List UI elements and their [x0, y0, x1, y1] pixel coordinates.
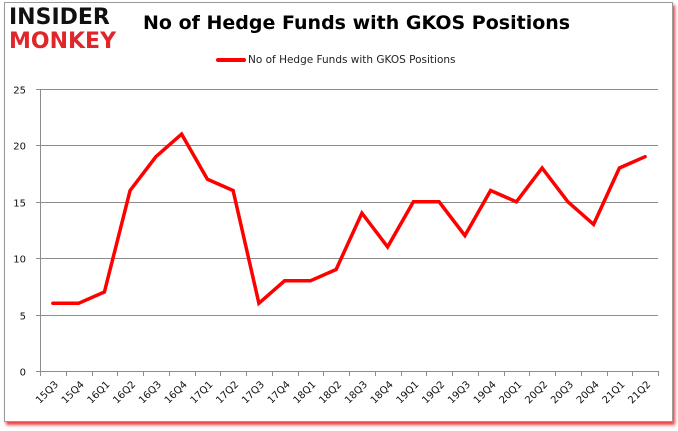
- x-tick-label: 15Q3: [34, 379, 61, 406]
- x-axis: 15Q315Q416Q116Q216Q316Q417Q117Q217Q317Q4…: [34, 371, 659, 406]
- x-tick-label: 20Q2: [523, 379, 550, 406]
- logo-line-2: MONKEY: [9, 29, 117, 54]
- chart-frame: [4, 2, 673, 422]
- x-tick-label: 19Q4: [472, 379, 499, 406]
- x-tick-label: 18Q4: [369, 379, 396, 406]
- x-tick-label: 18Q3: [343, 379, 370, 406]
- series-line: [51, 131, 647, 307]
- x-tick-label: 20Q1: [498, 379, 525, 406]
- x-tick-label: 15Q4: [60, 379, 87, 406]
- x-tick-label: 21Q1: [601, 379, 628, 406]
- x-tick-label: 21Q2: [626, 379, 653, 406]
- y-tick-label: 20: [13, 142, 26, 153]
- y-tick-label: 25: [13, 86, 26, 97]
- x-tick-label: 19Q2: [420, 379, 447, 406]
- x-tick-label: 17Q1: [189, 379, 216, 406]
- data-series: [51, 131, 647, 307]
- x-tick-label: 19Q3: [446, 379, 473, 406]
- x-tick-label: 18Q1: [292, 379, 319, 406]
- logo-line-1: INSIDER: [9, 5, 110, 30]
- y-tick-label: 10: [13, 255, 26, 266]
- x-tick-label: 20Q4: [575, 379, 602, 406]
- chart-legend: No of Hedge Funds with GKOS Positions: [216, 53, 456, 67]
- chart-title: No of Hedge Funds with GKOS Positions: [143, 12, 571, 34]
- y-axis: 0 5 10 15 20 25: [13, 86, 41, 379]
- x-tick-label: 17Q2: [214, 379, 241, 406]
- x-tick-label: 19Q1: [395, 379, 422, 406]
- x-tick-label: 20Q3: [549, 379, 576, 406]
- x-tick-label: 16Q2: [111, 379, 138, 406]
- legend-line-swatch-icon: [216, 58, 246, 62]
- y-tick-label: 5: [20, 312, 26, 323]
- x-tick-label: 16Q3: [137, 379, 164, 406]
- x-tick-label: 16Q1: [86, 379, 113, 406]
- x-tick-label: 18Q2: [317, 379, 344, 406]
- insider-monkey-logo: INSIDER MONKEY: [9, 6, 129, 56]
- gridlines: [40, 89, 658, 316]
- x-tick-label: 17Q4: [266, 379, 293, 406]
- y-tick-label: 0: [20, 368, 26, 379]
- y-tick-label: 15: [13, 199, 26, 210]
- x-tick-label: 16Q4: [163, 379, 190, 406]
- legend-label: No of Hedge Funds with GKOS Positions: [248, 54, 456, 66]
- x-tick-label: 17Q3: [240, 379, 267, 406]
